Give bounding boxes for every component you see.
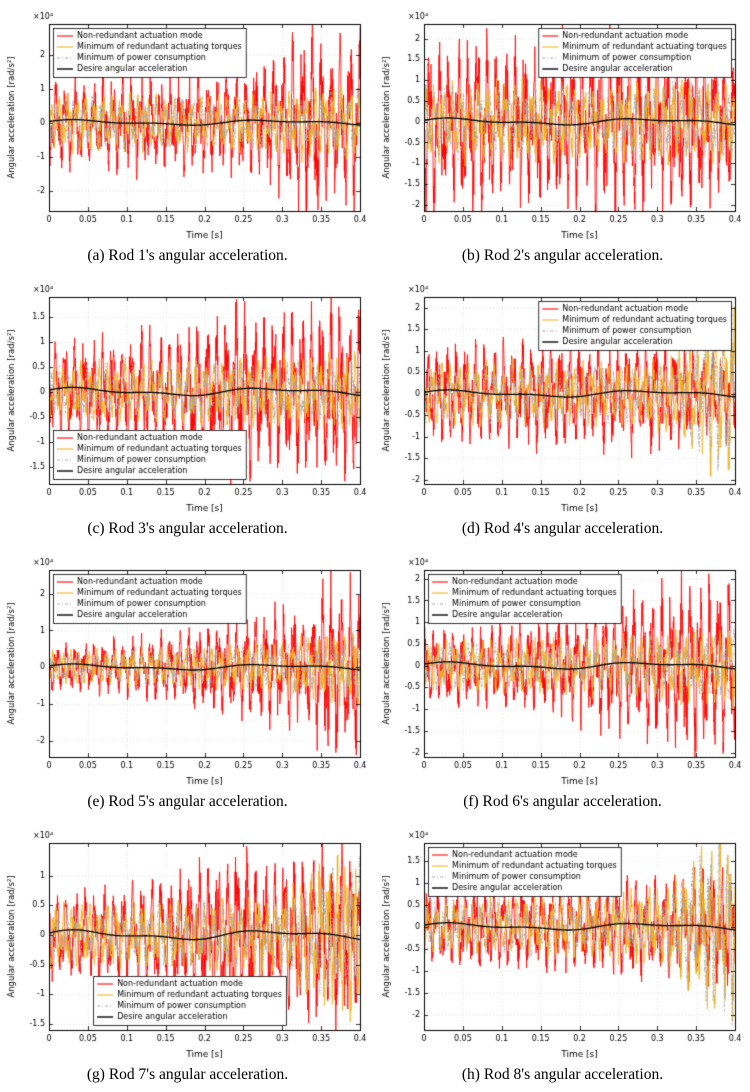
- figure-b: (b) Rod 2's angular acceleration.: [375, 0, 750, 273]
- chart-canvas-d: [380, 281, 745, 517]
- figure-caption-a: (a) Rod 1's angular acceleration.: [87, 247, 288, 264]
- figure-caption-c: (c) Rod 3's angular acceleration.: [87, 520, 288, 537]
- figure-f: (f) Rod 6's angular acceleration.: [375, 546, 750, 819]
- figure-caption-f: (f) Rod 6's angular acceleration.: [463, 793, 662, 810]
- chart-canvas-b: [380, 8, 745, 244]
- chart-canvas-g: [5, 827, 370, 1063]
- figure-caption-d: (d) Rod 4's angular acceleration.: [461, 520, 664, 537]
- figure-a: (a) Rod 1's angular acceleration.: [0, 0, 375, 273]
- chart-canvas-e: [5, 554, 370, 790]
- chart-canvas-h: [380, 827, 745, 1063]
- figure-caption-b: (b) Rod 2's angular acceleration.: [461, 247, 664, 264]
- figure-g: (g) Rod 7's angular acceleration.: [0, 819, 375, 1092]
- figure-h: (h) Rod 8's angular acceleration.: [375, 819, 750, 1092]
- figure-c: (c) Rod 3's angular acceleration.: [0, 273, 375, 546]
- figure-e: (e) Rod 5's angular acceleration.: [0, 546, 375, 819]
- chart-canvas-f: [380, 554, 745, 790]
- chart-canvas-c: [5, 281, 370, 517]
- figure-caption-e: (e) Rod 5's angular acceleration.: [87, 793, 288, 810]
- figure-caption-g: (g) Rod 7's angular acceleration.: [86, 1066, 289, 1083]
- figure-d: (d) Rod 4's angular acceleration.: [375, 273, 750, 546]
- figure-caption-h: (h) Rod 8's angular acceleration.: [461, 1066, 664, 1083]
- chart-canvas-a: [5, 8, 370, 244]
